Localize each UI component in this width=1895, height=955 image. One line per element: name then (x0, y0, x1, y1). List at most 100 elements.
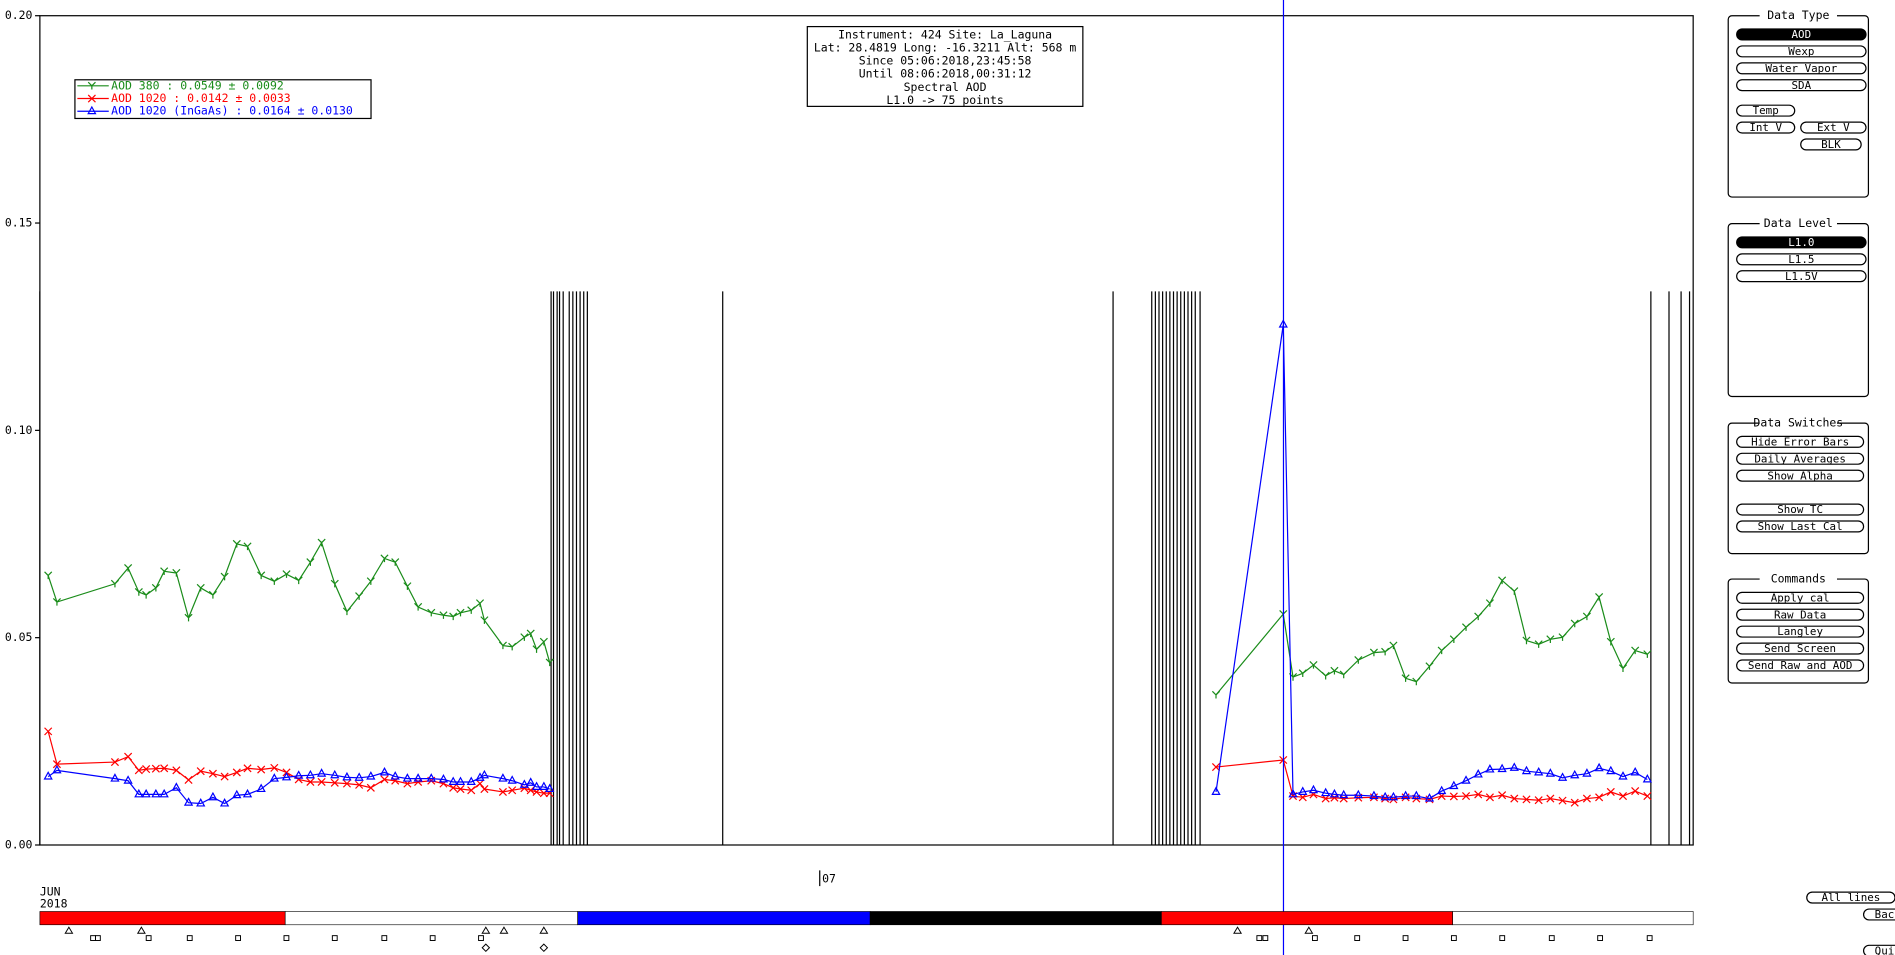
data-point (151, 764, 160, 773)
button[interactable]: SDA (1736, 79, 1867, 92)
button-label[interactable]: Daily Averages (1754, 452, 1846, 465)
data-point (1369, 793, 1378, 802)
info-line: Instrument: 424 Site: La_Laguna (838, 28, 1052, 42)
button[interactable]: L1.5 (1736, 253, 1867, 266)
data-point (526, 777, 536, 786)
button[interactable]: L1.5V (1736, 270, 1867, 283)
button-label[interactable]: Temp (1753, 104, 1779, 117)
button[interactable]: Raw Data (1736, 608, 1865, 621)
button[interactable]: AOD (1736, 28, 1867, 41)
button-face[interactable] (1736, 591, 1865, 604)
button[interactable]: Show Alpha (1736, 469, 1865, 482)
button-label[interactable]: SDA (1792, 79, 1812, 92)
button-face[interactable] (1736, 45, 1867, 58)
button-face[interactable] (1736, 642, 1865, 655)
button-label[interactable]: Langley (1777, 625, 1823, 638)
button-face[interactable] (1800, 121, 1867, 134)
button-face[interactable] (1862, 908, 1895, 921)
button[interactable]: L1.0 (1736, 236, 1867, 249)
button-label[interactable]: L1.5 (1788, 253, 1814, 266)
button-label[interactable]: Back (1875, 908, 1895, 921)
button-label[interactable]: L1.5V (1785, 270, 1818, 283)
button-label[interactable]: Ext V (1817, 121, 1850, 134)
schedule-marker (331, 935, 338, 941)
button[interactable]: BLK (1800, 138, 1862, 151)
button-label[interactable]: BLK (1821, 138, 1841, 151)
button-label[interactable]: Quit (1875, 944, 1895, 955)
button-face[interactable] (1736, 503, 1865, 516)
button-face[interactable] (1736, 452, 1865, 465)
button[interactable]: Show TC (1736, 503, 1865, 516)
data-point (134, 588, 143, 596)
series-line (1215, 759, 1648, 804)
button[interactable]: Langley (1736, 625, 1865, 638)
button-face[interactable] (1862, 944, 1895, 955)
button-label[interactable]: Apply cal (1771, 591, 1830, 604)
button-face[interactable] (1736, 469, 1865, 482)
button[interactable]: Apply cal (1736, 591, 1865, 604)
button-face[interactable] (1806, 891, 1895, 904)
button[interactable]: Show Last Cal (1736, 520, 1865, 533)
button-label[interactable]: Show Last Cal (1758, 520, 1843, 533)
button-face[interactable] (1736, 659, 1865, 672)
button-face[interactable] (1736, 236, 1867, 249)
button-face[interactable] (1736, 104, 1796, 117)
button-label[interactable]: Show Alpha (1767, 469, 1832, 482)
button-label[interactable]: AOD (1792, 28, 1812, 41)
button-label[interactable]: Show TC (1777, 503, 1823, 516)
data-point (257, 765, 266, 774)
data-point (1339, 789, 1349, 799)
button[interactable]: All lines (1806, 891, 1895, 904)
data-point (1522, 636, 1531, 645)
button[interactable]: Water Vapor (1736, 62, 1867, 75)
button-label[interactable]: L1.0 (1788, 236, 1814, 249)
button[interactable]: Hide Error Bars (1736, 435, 1865, 448)
button-face[interactable] (1736, 79, 1867, 92)
schedule-marker (539, 926, 549, 934)
button-label[interactable]: Send Raw and AOD (1748, 659, 1853, 672)
schedule-marker (94, 935, 101, 941)
button-face[interactable] (1736, 270, 1867, 283)
button-label[interactable]: Send Screen (1764, 642, 1836, 655)
data-point (220, 772, 229, 781)
button[interactable]: Int V (1736, 121, 1796, 134)
button-face[interactable] (1736, 435, 1865, 448)
data-point (1424, 793, 1435, 802)
button[interactable]: Quit (1862, 944, 1895, 955)
button[interactable]: Wexp (1736, 45, 1867, 58)
series-line (1215, 579, 1648, 696)
button-label[interactable]: Wexp (1788, 45, 1814, 58)
button[interactable]: Temp (1736, 104, 1796, 117)
schedule-marker (64, 926, 74, 934)
button-label[interactable]: Raw Data (1774, 608, 1826, 621)
button-label[interactable]: Int V (1749, 121, 1782, 134)
button-face[interactable] (1736, 608, 1865, 621)
data-point (366, 771, 376, 780)
panel-frame (1727, 223, 1870, 398)
data-point (466, 776, 476, 785)
data-point (366, 783, 375, 792)
data-point (270, 763, 279, 772)
button-label[interactable]: All lines (1821, 891, 1880, 904)
button[interactable]: Send Raw and AOD (1736, 659, 1865, 672)
button-face[interactable] (1736, 62, 1867, 75)
button-face[interactable] (1736, 520, 1865, 533)
data-point (498, 773, 508, 782)
button-face[interactable] (1736, 625, 1865, 638)
plot-frame (39, 15, 1694, 846)
button-face[interactable] (1736, 253, 1867, 266)
button-face[interactable] (1736, 28, 1867, 41)
button-face[interactable] (1736, 121, 1796, 134)
data-point (171, 782, 182, 791)
info-line: Until 08:06:2018,00:31:12 (859, 67, 1032, 81)
button-label[interactable]: Hide Error Bars (1751, 435, 1849, 448)
panel-title-bg (1759, 417, 1837, 430)
button[interactable]: Send Screen (1736, 642, 1865, 655)
button-face[interactable] (1800, 138, 1862, 151)
data-point (87, 105, 97, 115)
button[interactable]: Daily Averages (1736, 452, 1865, 465)
button-label[interactable]: Water Vapor (1765, 62, 1837, 75)
button[interactable]: Ext V (1800, 121, 1867, 134)
button[interactable]: Back (1862, 908, 1895, 921)
